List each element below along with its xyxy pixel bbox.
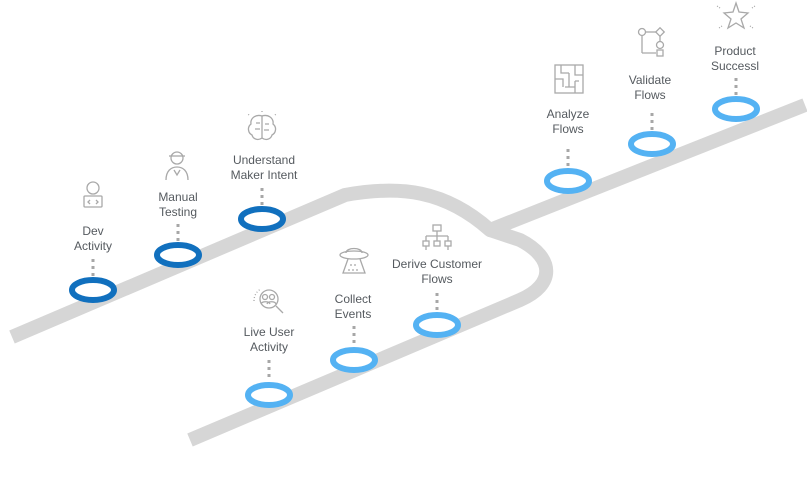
icons (83, 0, 756, 314)
upper-road (9, 98, 807, 344)
node-live-user (245, 382, 293, 408)
label-derive-customer-flows: Derive Customer Flows (391, 257, 483, 286)
sparkle-icon (716, 0, 756, 30)
flow-icon (637, 26, 666, 57)
node-derive-flows (413, 312, 461, 338)
label-product-success: Product Successl (710, 44, 760, 73)
label-analyze-flows: Analyze Flows (546, 107, 590, 136)
node-manual-testing (154, 242, 202, 268)
label-collect-events: Collect Events (334, 292, 372, 321)
lower-road (187, 223, 554, 447)
node-dev-activity (69, 277, 117, 303)
node-validate-flows (628, 131, 676, 157)
node-maker-intent (238, 206, 286, 232)
tester-icon (165, 151, 189, 181)
label-validate-flows: Validate Flows (628, 73, 672, 102)
label-understand-maker-intent: Understand Maker Intent (230, 153, 298, 182)
developer-icon (83, 181, 103, 208)
nodes (69, 96, 760, 408)
users-search-icon (253, 288, 284, 314)
label-dev-activity: Dev Activity (73, 224, 112, 253)
roads (9, 98, 807, 447)
node-product-success (712, 96, 760, 122)
label-manual-testing: Manual Testing (158, 190, 198, 219)
brain-icon (246, 110, 278, 141)
hierarchy-icon (422, 224, 452, 250)
node-analyze-flows (544, 168, 592, 194)
connectors (91, 78, 738, 377)
label-live-user-activity: Live User Activity (243, 325, 295, 354)
node-collect-events (330, 347, 378, 373)
ufo-icon (339, 247, 369, 274)
maze-icon (554, 64, 584, 94)
